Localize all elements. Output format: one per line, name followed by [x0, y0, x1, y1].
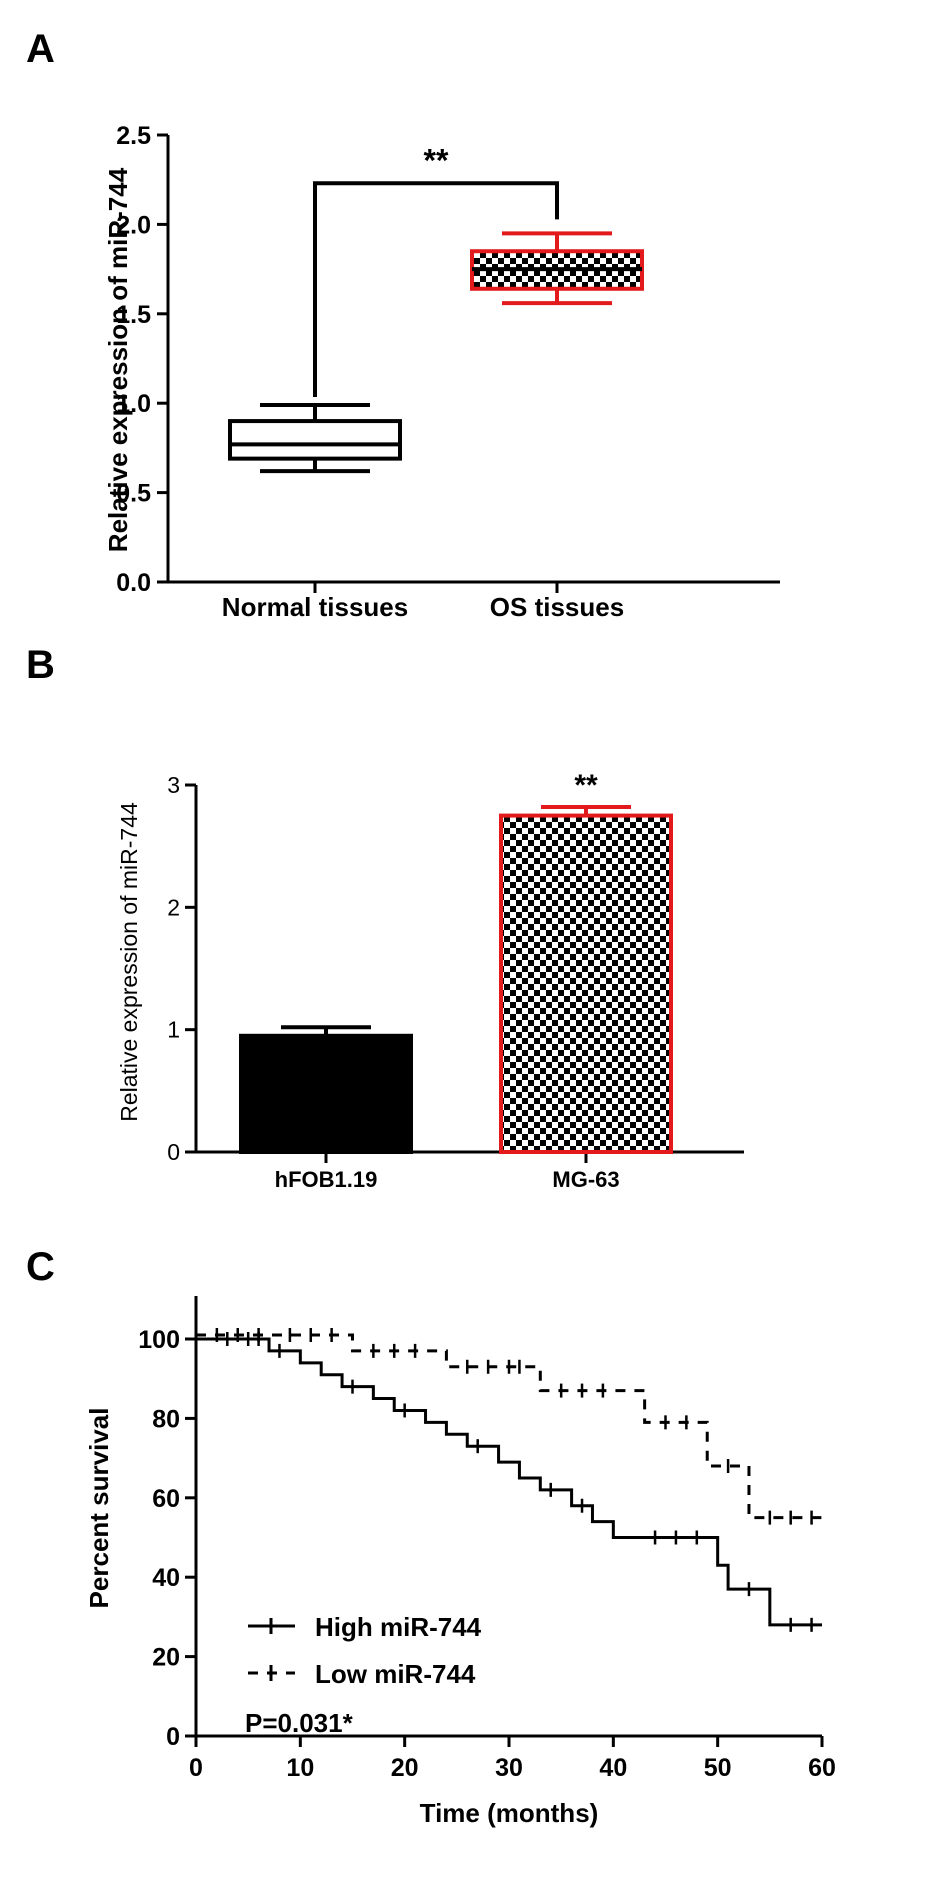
panel-b-y-tick-label: 2: [167, 894, 180, 920]
panel-a-x-tick-label: OS tissues: [490, 592, 624, 622]
panel-a-boxplot: 0.0 0.5 1.0 1.5 2.0 2.5 Normal tissues OS tiss…: [103, 122, 780, 622]
significance-bracket: [313, 181, 559, 397]
panel-c-x-axis-label: Time (months): [420, 1798, 599, 1828]
panel-b-x-tick-label: MG-63: [552, 1167, 619, 1192]
panel-c-x-tick-label: 30: [495, 1754, 523, 1782]
panel-a-y-tick-label: 1.0: [116, 390, 151, 418]
panel-c-legend: High miR-744 Low miR-744: [248, 1612, 482, 1689]
panel-a-y-tick-label: 0.5: [116, 480, 151, 508]
panel-c-y-tick-label: 40: [152, 1564, 180, 1592]
legend-label-low: Low miR-744: [315, 1659, 476, 1689]
panel-c-y-tick-label: 20: [152, 1644, 180, 1672]
bar: [499, 813, 673, 1154]
panel-a-y-axis-label: Relative expression of miR-744: [103, 167, 133, 552]
panel-c-x-tick-label: 10: [286, 1754, 314, 1782]
panel-b-y-tick-label: 0: [167, 1139, 180, 1165]
panel-label-c: C: [26, 1245, 55, 1289]
panel-c-p-value: P=0.031*: [245, 1708, 354, 1738]
panel-a-y-tick-label: 1.5: [116, 301, 151, 329]
panel-a-y-tick-label: 0.0: [116, 569, 151, 597]
panel-b-y-tick-label: 1: [167, 1017, 180, 1043]
panel-c-y-axis-label: Percent survival: [84, 1408, 114, 1609]
box-iqr: [228, 419, 402, 461]
panel-a-x-tick-label: Normal tissues: [222, 592, 408, 622]
panel-c-survival: 0 20 40 60 80 100 0 10 20 30 40 50 60 Percent survi…: [84, 1296, 836, 1828]
panel-c-x-tick-label: 50: [704, 1754, 732, 1782]
panel-c-x-tick-label: 20: [391, 1754, 419, 1782]
panel-b-x-tick-label: hFOB1.19: [275, 1167, 378, 1192]
panel-a-y-tick-label: 2.5: [116, 122, 151, 150]
significance-stars: **: [424, 142, 449, 178]
panel-b-y-axis-label: Relative expression of miR-744: [116, 802, 142, 1122]
panel-c-y-tick-label: 100: [138, 1326, 180, 1354]
panel-b-barchart: 0 1 2 3 hFOB1.19 MG-63 ** Relative expressio…: [116, 769, 744, 1192]
panel-c-y-tick-label: 80: [152, 1405, 180, 1433]
panel-c-x-tick-label: 40: [599, 1754, 627, 1782]
legend-label-high: High miR-744: [315, 1612, 482, 1642]
panel-a-y-tick-label: 2.0: [116, 211, 151, 239]
panel-c-x-tick-label: 0: [189, 1754, 203, 1782]
panel-c-y-tick-label: 0: [166, 1723, 180, 1751]
panel-c-x-tick-label: 60: [808, 1754, 836, 1782]
panel-b-y-tick-label: 3: [167, 772, 180, 798]
panel-label-a: A: [26, 27, 55, 71]
significance-stars: **: [574, 769, 598, 802]
bar: [239, 1033, 413, 1154]
survival-curve-high: [196, 1337, 822, 1627]
panel-c-y-tick-label: 60: [152, 1485, 180, 1513]
panel-label-b: B: [26, 643, 55, 687]
